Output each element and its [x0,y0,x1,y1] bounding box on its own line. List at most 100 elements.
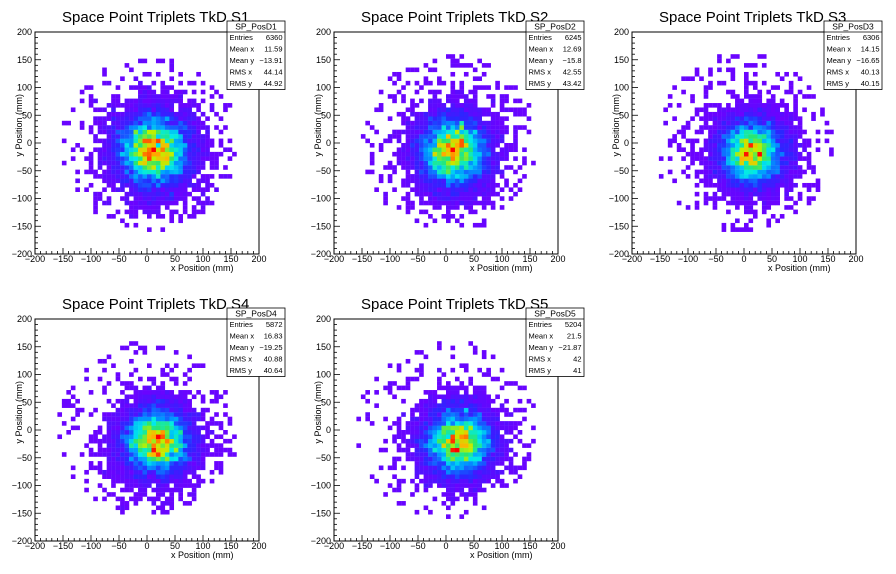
histogram-bin [115,134,121,139]
histogram-bin [147,165,152,170]
histogram-bin [142,469,148,475]
histogram-bin [200,398,206,404]
histogram-bin [196,416,201,422]
histogram-bin [463,147,469,153]
stats-row-label: Entries [529,320,553,329]
histogram-bin [526,452,532,457]
histogram-bin [111,469,116,475]
histogram-bin [93,452,98,457]
histogram-bin [410,452,415,457]
histogram-bin [124,434,130,440]
histogram-bin [757,182,763,188]
histogram-bin [169,94,175,99]
histogram-bin [200,461,206,466]
histogram-bin [182,372,188,377]
histogram-bin [531,160,536,166]
histogram-bin [164,416,170,422]
histogram-bin [463,425,469,431]
histogram-bin [169,196,175,201]
histogram-bin [468,169,474,175]
histogram-bin [468,160,474,166]
histogram-bin [93,169,98,175]
histogram-bin [788,160,794,166]
histogram-bin [84,367,89,373]
histogram-bin [151,134,157,139]
y-tick-label: 0 [326,425,331,435]
histogram-bin [138,174,143,179]
histogram-bin [75,169,80,175]
histogram-bin [223,403,228,408]
histogram-bin [793,71,798,77]
histogram-bin [142,487,148,493]
histogram-bin [459,394,465,400]
histogram-bin [223,107,228,113]
histogram-bin [712,111,718,117]
histogram-bin [450,416,456,422]
histogram-bin [504,178,509,184]
histogram-bin [387,94,393,99]
histogram-bin [160,474,166,479]
histogram-bin [102,156,107,161]
histogram-bin [115,376,121,382]
histogram-bin [151,465,157,471]
y-axis-label: y Position (mm) [611,94,621,157]
histogram-bin [133,496,139,502]
histogram-bin [142,345,148,351]
histogram-bin [147,385,152,391]
histogram-bin [396,205,402,210]
histogram-bin [685,151,691,157]
histogram-bin [155,456,161,462]
histogram-bin [106,196,112,201]
histogram-bin [463,438,469,444]
histogram-bin [517,107,523,113]
histogram-bin [93,465,98,471]
histogram-bin [454,103,460,108]
histogram-bin [218,434,224,440]
histogram-bin [690,147,695,153]
histogram-bin [138,376,143,382]
histogram-bin [477,200,482,206]
histogram-bin [793,129,798,135]
histogram-bin [147,182,152,188]
histogram-bin [133,151,139,157]
x-tick-label: 150 [522,541,537,551]
histogram-bin [423,147,429,153]
histogram-bin [133,169,139,175]
histogram-bin [173,138,179,144]
histogram-bin [752,156,758,161]
histogram-bin [477,461,482,466]
histogram-bin [459,438,465,444]
histogram-bin [138,191,143,197]
histogram-bin [187,98,192,104]
histogram-bin [392,394,397,400]
histogram-bin [499,120,505,126]
histogram-bin [178,425,183,431]
histogram-bin [757,134,763,139]
y-tick-label: −200 [311,536,331,546]
histogram-bin [712,182,718,188]
histogram-bin [205,182,210,188]
histogram-bin [392,487,397,493]
histogram-bin [405,138,411,144]
histogram-bin [454,138,460,144]
histogram-bin [486,156,491,161]
histogram-bin [788,111,794,117]
histogram-bin [672,85,677,90]
histogram-bin [97,107,103,113]
histogram-bin [155,71,161,77]
histogram-bin [88,182,94,188]
histogram-bin [196,134,201,139]
histogram-bin [676,129,682,135]
histogram-bin [441,134,447,139]
histogram-bin [446,434,451,440]
histogram-bin [477,430,482,435]
histogram-bin [463,196,469,201]
histogram-bin [481,156,487,161]
histogram-bin [459,129,465,135]
histogram-bin [178,461,183,466]
histogram-bin [726,129,731,135]
histogram-bin [752,165,758,170]
histogram-bin [169,465,175,471]
histogram-bin [459,191,465,197]
histogram-bin [784,143,789,148]
